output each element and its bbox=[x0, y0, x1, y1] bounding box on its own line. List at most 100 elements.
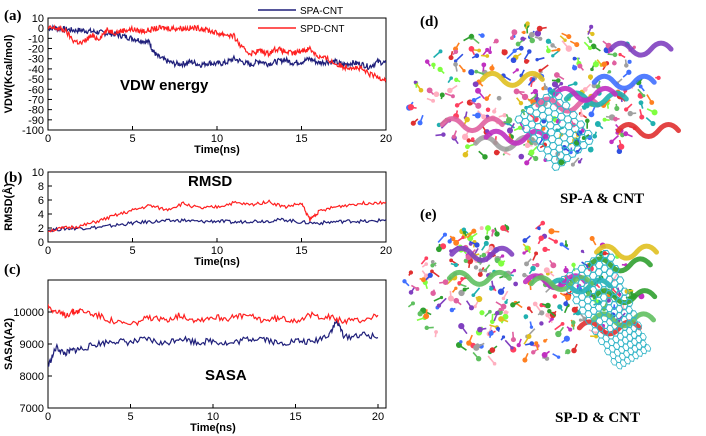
atom bbox=[594, 334, 599, 339]
atom bbox=[626, 69, 632, 75]
x-tick-label: 20 bbox=[380, 133, 392, 145]
atom bbox=[563, 267, 569, 274]
atom bbox=[571, 320, 576, 325]
x-tick-label: 15 bbox=[295, 245, 307, 257]
atom bbox=[588, 39, 593, 44]
atom bbox=[515, 68, 519, 72]
atom bbox=[563, 38, 567, 42]
atom bbox=[529, 37, 535, 44]
atom bbox=[524, 142, 531, 149]
atom bbox=[557, 304, 563, 310]
atom bbox=[513, 281, 518, 287]
atom bbox=[590, 31, 595, 37]
atom bbox=[439, 92, 445, 98]
atom bbox=[524, 160, 530, 166]
helix-ribbon bbox=[552, 85, 618, 103]
atom bbox=[475, 102, 482, 109]
atom bbox=[545, 38, 551, 44]
atom bbox=[448, 55, 454, 61]
atom bbox=[524, 261, 529, 267]
atom bbox=[527, 49, 532, 54]
atom bbox=[529, 341, 535, 346]
atom bbox=[489, 286, 494, 291]
atom bbox=[485, 225, 491, 232]
cnt-hexagon bbox=[606, 253, 616, 262]
series-line-spa-cnt bbox=[48, 319, 379, 367]
atom bbox=[656, 75, 661, 80]
atom bbox=[590, 43, 597, 50]
atom bbox=[525, 21, 530, 26]
atom bbox=[468, 69, 475, 76]
atom bbox=[477, 271, 483, 277]
x-tick-label: 20 bbox=[380, 245, 392, 257]
atom bbox=[522, 238, 528, 243]
atom bbox=[532, 301, 538, 307]
atom bbox=[451, 134, 456, 139]
helix-ribbon bbox=[483, 128, 549, 146]
atom bbox=[579, 113, 584, 118]
atom bbox=[476, 295, 483, 303]
x-tick-label: 10 bbox=[207, 411, 219, 423]
atom bbox=[427, 272, 433, 278]
atom bbox=[430, 263, 435, 268]
atom bbox=[453, 62, 458, 67]
atom bbox=[638, 100, 644, 106]
atom bbox=[461, 227, 467, 232]
atom bbox=[532, 116, 539, 123]
atom bbox=[560, 321, 565, 326]
atom bbox=[498, 260, 505, 267]
atom bbox=[522, 30, 526, 35]
cnt-hexagon bbox=[611, 264, 620, 273]
atom bbox=[532, 88, 539, 95]
atom bbox=[577, 160, 582, 164]
atom bbox=[606, 298, 611, 303]
y-tick-label: 10000 bbox=[13, 307, 44, 319]
atom bbox=[571, 306, 578, 313]
atom bbox=[539, 310, 545, 316]
atom bbox=[578, 318, 583, 322]
helix-ribbon bbox=[616, 122, 681, 140]
y-tick-label: -40 bbox=[28, 64, 44, 76]
atom bbox=[431, 62, 436, 68]
atom bbox=[402, 279, 407, 284]
atom bbox=[521, 93, 529, 101]
helix-ribbon bbox=[449, 245, 515, 263]
y-tick-label: -10 bbox=[28, 33, 44, 45]
atom bbox=[454, 77, 459, 82]
atom bbox=[500, 303, 507, 310]
x-tick-label: 20 bbox=[372, 411, 384, 423]
atom bbox=[485, 47, 490, 52]
panel-label-d: (d) bbox=[420, 14, 438, 30]
atom bbox=[498, 316, 504, 322]
cnt-hexagon bbox=[634, 321, 643, 330]
atom bbox=[612, 52, 618, 58]
atom bbox=[469, 33, 474, 39]
helix-ribbon bbox=[587, 256, 653, 274]
helix-ribbon bbox=[591, 311, 657, 329]
cnt-hexagon bbox=[620, 287, 629, 296]
cnt-hexagon bbox=[629, 317, 638, 325]
atom bbox=[512, 48, 517, 53]
y-tick-label: 7000 bbox=[20, 403, 44, 415]
atom bbox=[466, 138, 471, 143]
atom bbox=[462, 151, 469, 158]
atom bbox=[513, 88, 520, 95]
atom bbox=[430, 290, 436, 296]
atom bbox=[484, 235, 490, 241]
atom bbox=[609, 139, 614, 145]
atom bbox=[589, 236, 595, 242]
atom bbox=[522, 357, 528, 363]
atom bbox=[538, 36, 543, 41]
atom bbox=[589, 24, 594, 29]
helix-ribbon bbox=[594, 243, 660, 261]
helix-ribbon bbox=[591, 73, 657, 91]
atom bbox=[479, 226, 484, 231]
atom bbox=[439, 243, 447, 250]
atom bbox=[512, 268, 517, 273]
atom bbox=[482, 154, 488, 160]
atom bbox=[535, 262, 540, 268]
atom bbox=[449, 258, 454, 263]
panel-label-e: (e) bbox=[420, 207, 437, 223]
atom bbox=[497, 288, 505, 295]
atom bbox=[553, 239, 558, 244]
